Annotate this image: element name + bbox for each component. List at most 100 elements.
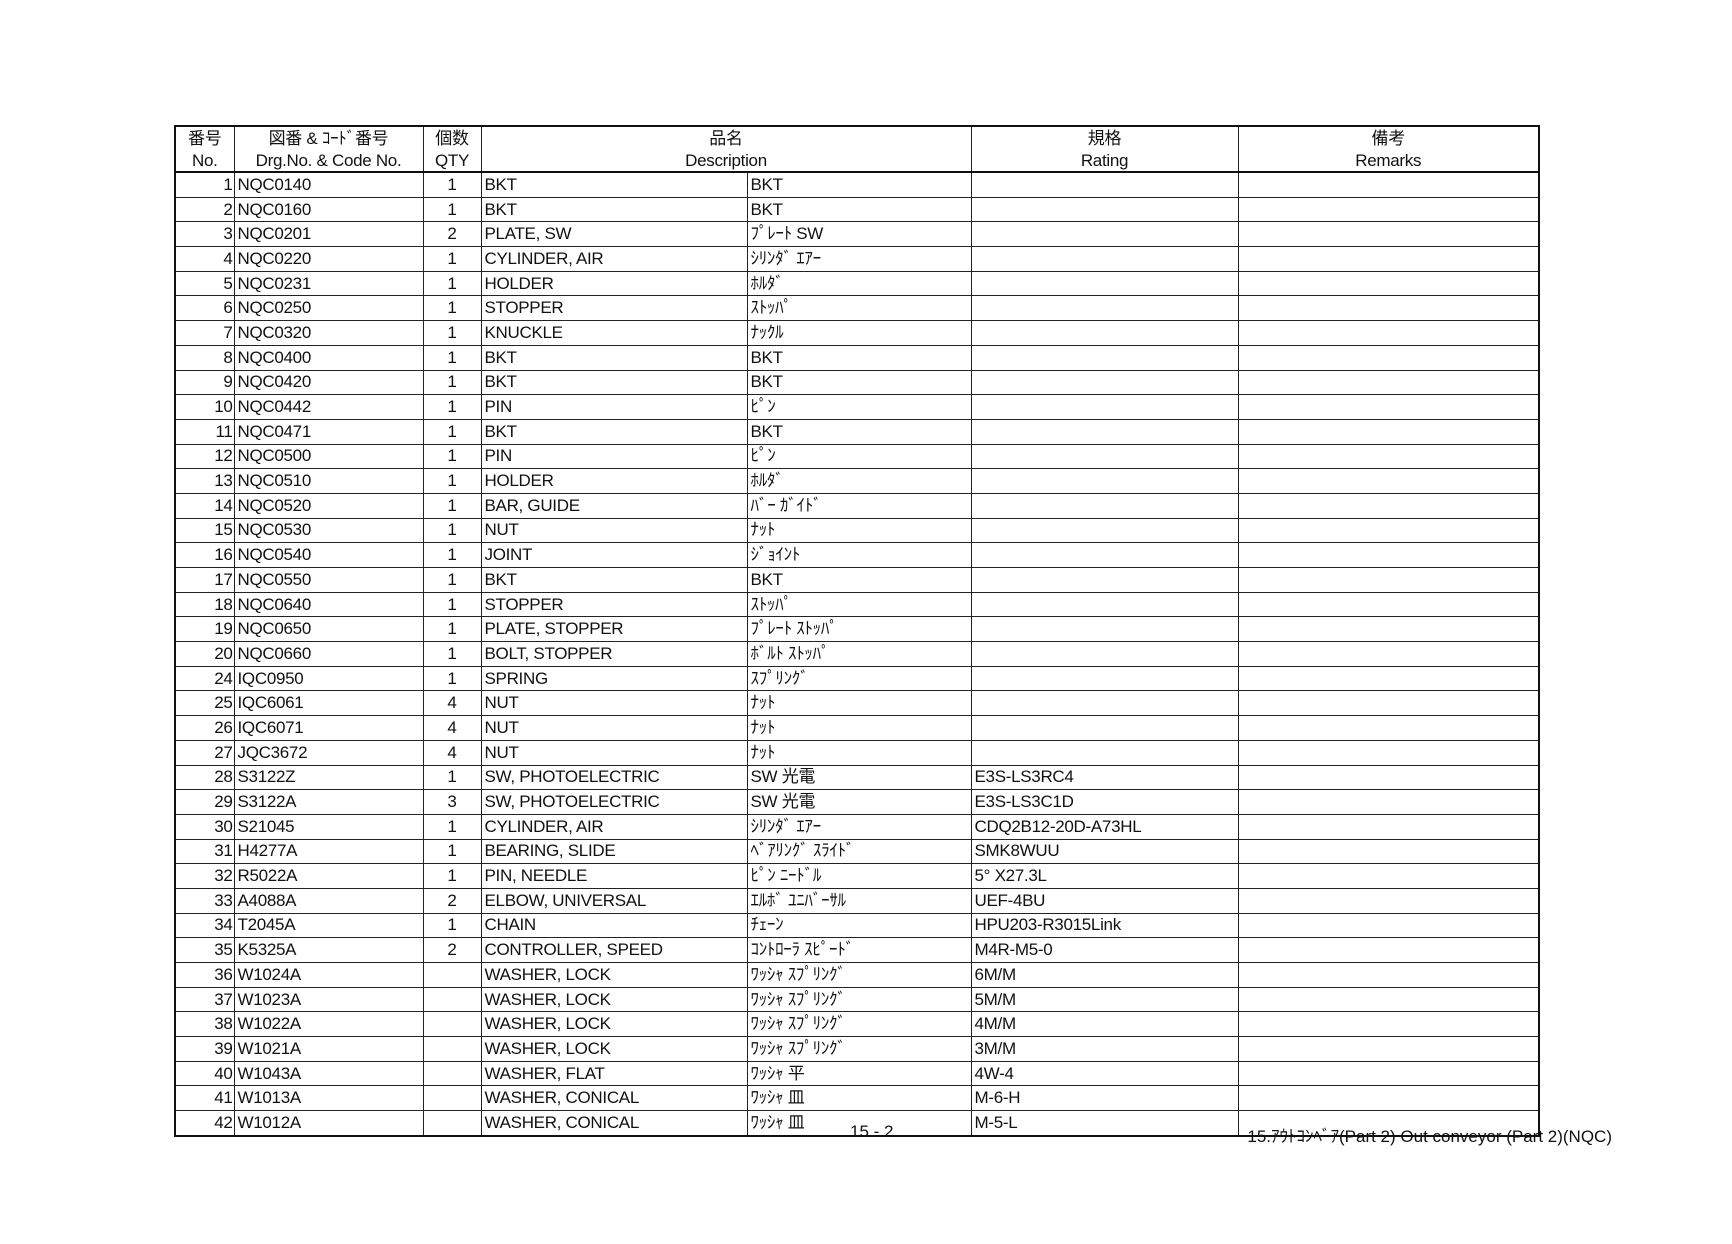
cell-no: 17 — [174, 567, 235, 593]
cell-no: 36 — [174, 962, 235, 988]
cell-code: W1013A — [233, 1085, 424, 1112]
cell-code: IQC0950 — [233, 665, 424, 692]
cell-qty: 1 — [422, 542, 482, 568]
cell-desc-jp: ﾅｯﾄ — [746, 690, 972, 717]
cell-remarks — [1237, 1110, 1540, 1137]
cell-desc-jp: ﾜｯｼｬ ｽﾌﾟﾘﾝｸﾞ — [746, 1036, 972, 1062]
cell-rating — [970, 196, 1239, 223]
table-row: 27 JQC3672 4 NUT ﾅｯﾄ — [174, 739, 1540, 766]
cell-qty: 1 — [422, 295, 482, 322]
cell-no: 15 — [174, 517, 235, 544]
cell-remarks — [1237, 344, 1540, 371]
cell-remarks — [1237, 295, 1540, 322]
cell-desc-en: NUT — [480, 690, 748, 717]
cell-desc-jp: ﾋﾟﾝ — [746, 394, 972, 420]
cell-no: 41 — [174, 1085, 235, 1112]
cell-remarks — [1237, 665, 1540, 692]
table-row: 15 NQC0530 1 NUT ﾅｯﾄ — [174, 517, 1540, 544]
cell-code: K5325A — [233, 937, 424, 963]
cell-remarks — [1237, 196, 1540, 223]
cell-qty: 1 — [422, 468, 482, 494]
cell-no: 16 — [174, 542, 235, 568]
cell-desc-en: WASHER, LOCK — [480, 1011, 748, 1038]
cell-no: 12 — [174, 443, 235, 470]
table-row: 40 W1043A WASHER, FLAT ﾜｯｼｬ 平 4W-4 — [174, 1060, 1540, 1087]
cell-rating — [970, 567, 1239, 593]
cell-remarks — [1237, 1011, 1540, 1038]
cell-desc-jp: ﾌﾟﾚｰﾄ SW — [746, 221, 972, 248]
cell-no: 38 — [174, 1011, 235, 1038]
cell-desc-en: BAR, GUIDE — [480, 492, 748, 519]
cell-rating: 5° X27.3L — [970, 863, 1239, 889]
cell-remarks — [1237, 739, 1540, 766]
cell-no: 30 — [174, 813, 235, 840]
cell-remarks — [1237, 715, 1540, 741]
cell-desc-jp: ｴﾙﾎﾞ ﾕﾆﾊﾞｰｻﾙ — [746, 887, 972, 914]
cell-qty — [422, 1060, 482, 1087]
cell-no: 2 — [174, 196, 235, 223]
cell-code: NQC0231 — [233, 270, 424, 297]
table-row: 16 NQC0540 1 JOINT ｼﾞｮｲﾝﾄ — [174, 542, 1540, 568]
table-row: 25 IQC6061 4 NUT ﾅｯﾄ — [174, 690, 1540, 717]
cell-code: W1012A — [233, 1110, 424, 1137]
cell-desc-jp: ﾜｯｼｬ 皿 — [746, 1085, 972, 1112]
cell-remarks — [1237, 789, 1540, 815]
cell-code: S21045 — [233, 813, 424, 840]
cell-desc-en: SW, PHOTOELECTRIC — [480, 764, 748, 791]
cell-qty: 1 — [422, 171, 482, 198]
cell-qty — [422, 1036, 482, 1062]
cell-desc-en: WASHER, LOCK — [480, 962, 748, 988]
cell-code: S3122A — [233, 789, 424, 815]
cell-rating — [970, 394, 1239, 420]
cell-qty: 1 — [422, 196, 482, 223]
cell-no: 31 — [174, 838, 235, 865]
cell-remarks — [1237, 1036, 1540, 1062]
cell-code: NQC0442 — [233, 394, 424, 420]
header-desc-jp: 品名 — [480, 125, 972, 149]
cell-qty: 1 — [422, 863, 482, 889]
cell-code: S3122Z — [233, 764, 424, 791]
cell-code: NQC0510 — [233, 468, 424, 494]
cell-code: NQC0320 — [233, 320, 424, 346]
cell-code: NQC0250 — [233, 295, 424, 322]
cell-rating — [970, 616, 1239, 643]
cell-remarks — [1237, 616, 1540, 643]
header-row-jp: 番号 図番 & ｺｰﾄﾞ番号 個数 品名 規格 備考 — [174, 125, 1540, 149]
header-code: Drg.No. & Code No. — [233, 149, 424, 173]
cell-qty: 1 — [422, 567, 482, 593]
cell-remarks — [1237, 517, 1540, 544]
table-row: 24 IQC0950 1 SPRING ｽﾌﾟﾘﾝｸﾞ — [174, 665, 1540, 692]
cell-desc-en: NUT — [480, 517, 748, 544]
cell-no: 7 — [174, 320, 235, 346]
cell-remarks — [1237, 542, 1540, 568]
cell-code: NQC0160 — [233, 196, 424, 223]
cell-desc-jp: ﾍﾞｱﾘﾝｸﾞ ｽﾗｲﾄﾞ — [746, 838, 972, 865]
cell-qty: 3 — [422, 789, 482, 815]
cell-rating — [970, 542, 1239, 568]
table-row: 20 NQC0660 1 BOLT, STOPPER ﾎﾞﾙﾄ ｽﾄｯﾊﾟ — [174, 641, 1540, 667]
cell-rating — [970, 369, 1239, 396]
cell-remarks — [1237, 912, 1540, 939]
cell-rating: 3M/M — [970, 1036, 1239, 1062]
table-row: 29 S3122A 3 SW, PHOTOELECTRIC SW 光電 E3S-LS3C1… — [174, 789, 1540, 815]
cell-desc-jp: SW 光電 — [746, 789, 972, 815]
cell-no: 20 — [174, 641, 235, 667]
cell-desc-en: BKT — [480, 196, 748, 223]
cell-remarks — [1237, 492, 1540, 519]
cell-rating — [970, 270, 1239, 297]
cell-qty: 4 — [422, 715, 482, 741]
cell-code: NQC0660 — [233, 641, 424, 667]
table-row: 26 IQC6071 4 NUT ﾅｯﾄ — [174, 715, 1540, 741]
cell-rating — [970, 221, 1239, 248]
cell-desc-jp: ﾅｯﾄ — [746, 715, 972, 741]
cell-desc-en: BEARING, SLIDE — [480, 838, 748, 865]
cell-qty: 1 — [422, 912, 482, 939]
cell-no: 4 — [174, 246, 235, 272]
cell-qty: 2 — [422, 937, 482, 963]
cell-qty: 2 — [422, 887, 482, 914]
cell-no: 8 — [174, 344, 235, 371]
table-row: 4 NQC0220 1 CYLINDER, AIR ｼﾘﾝﾀﾞ ｴｱｰ — [174, 246, 1540, 272]
cell-desc-jp: ﾜｯｼｬ ｽﾌﾟﾘﾝｸﾞ — [746, 1011, 972, 1038]
cell-qty: 4 — [422, 690, 482, 717]
cell-rating: SMK8WUU — [970, 838, 1239, 865]
